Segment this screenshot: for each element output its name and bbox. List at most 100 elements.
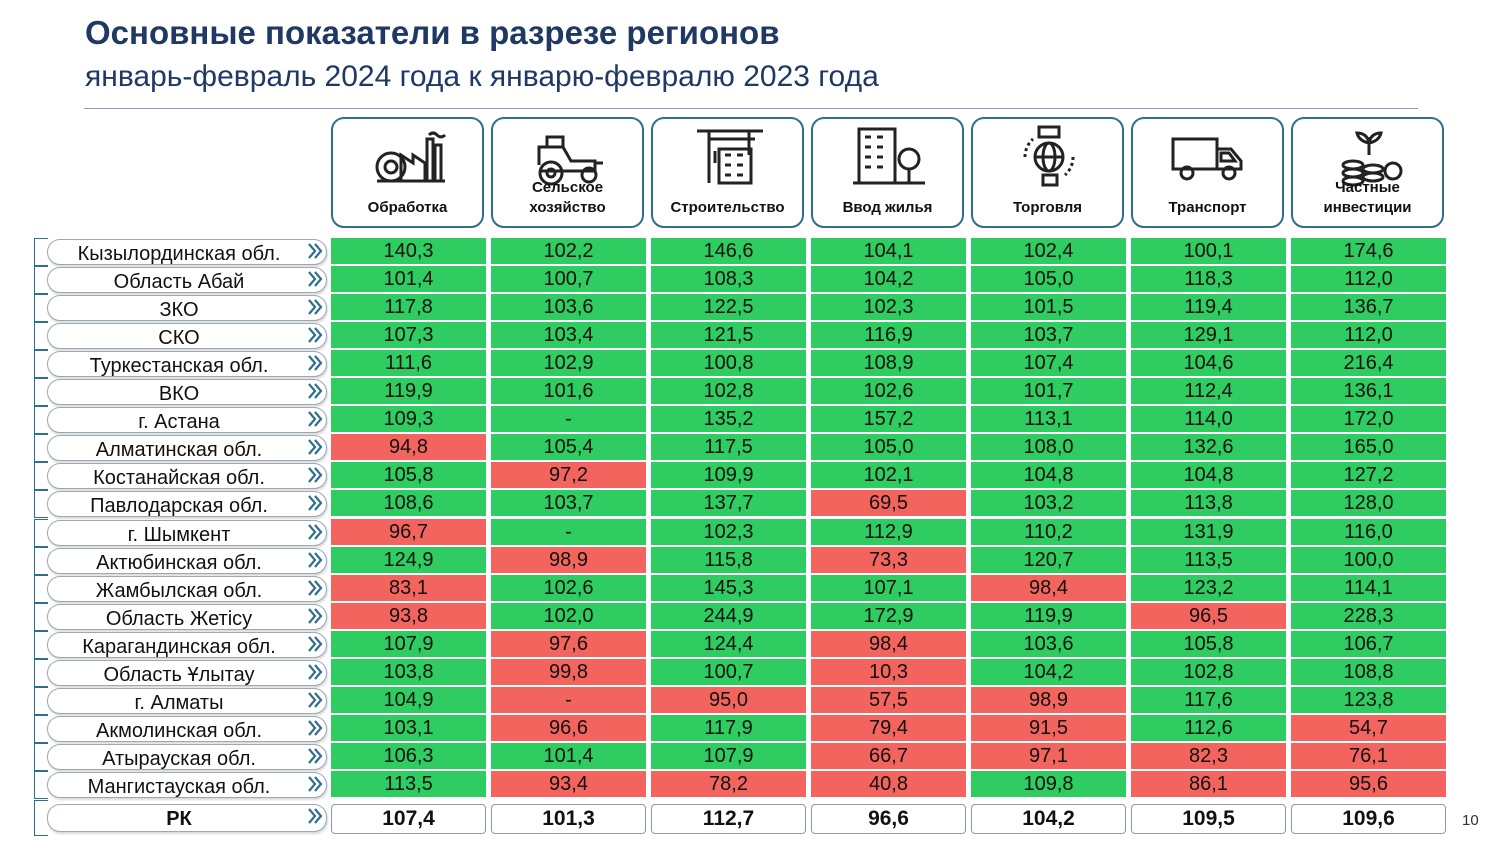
value-cell: 117,9 — [651, 715, 806, 741]
value-cell: 146,6 — [651, 238, 806, 264]
double-chevron-right-icon — [307, 494, 323, 512]
value-cell: 118,3 — [1131, 266, 1286, 292]
value-cell: 103,8 — [331, 659, 486, 685]
value-cell: 91,5 — [971, 715, 1126, 741]
total-value-cell: 107,4 — [331, 804, 486, 834]
row-bracket — [34, 266, 48, 294]
value-cell: - — [491, 406, 646, 432]
region-label: г. Шымкент — [47, 520, 327, 546]
value-cell: 104,1 — [811, 238, 966, 264]
value-cell: 101,4 — [491, 743, 646, 769]
value-cell: 113,8 — [1131, 490, 1286, 516]
region-name: г. Алматы — [134, 692, 224, 714]
value-cell: 98,4 — [811, 631, 966, 657]
value-cell: 98,9 — [491, 547, 646, 573]
region-label: Акмолинская обл. — [47, 716, 327, 742]
value-cell: 107,9 — [331, 631, 486, 657]
value-cell: 136,1 — [1291, 378, 1446, 404]
value-cell: 102,1 — [811, 462, 966, 488]
double-chevron-right-icon — [307, 438, 323, 456]
value-cell: 79,4 — [811, 715, 966, 741]
column-header-label: Строительство — [670, 199, 785, 216]
value-cell: 82,3 — [1131, 743, 1286, 769]
region-label: Кызылординская обл. — [47, 239, 327, 265]
value-cell: 107,1 — [811, 575, 966, 601]
value-cell: 123,8 — [1291, 687, 1446, 713]
region-name: Карагандинская обл. — [82, 636, 276, 658]
row-bracket — [34, 322, 48, 350]
value-cell: 113,5 — [1131, 547, 1286, 573]
region-name: ВКО — [158, 383, 200, 405]
column-header-label: Торговля — [1012, 199, 1083, 216]
value-cell: 100,7 — [491, 266, 646, 292]
row-bracket — [34, 462, 48, 490]
value-cell: 96,5 — [1131, 603, 1286, 629]
value-cell: 110,2 — [971, 519, 1126, 545]
row-bracket — [34, 238, 48, 266]
double-chevron-right-icon — [307, 719, 323, 737]
value-cell: 97,1 — [971, 743, 1126, 769]
value-cell: 104,6 — [1131, 350, 1286, 376]
value-cell: 69,5 — [811, 490, 966, 516]
value-cell: 95,0 — [651, 687, 806, 713]
value-cell: 174,6 — [1291, 238, 1446, 264]
value-cell: 107,9 — [651, 743, 806, 769]
double-chevron-right-icon — [307, 326, 323, 344]
value-cell: 107,3 — [331, 322, 486, 348]
region-label: Жамбылская обл. — [47, 576, 327, 602]
value-cell: 10,3 — [811, 659, 966, 685]
value-cell: 109,8 — [971, 771, 1126, 797]
column-header-0: Обработка — [331, 117, 484, 228]
value-cell: 86,1 — [1131, 771, 1286, 797]
value-cell: 112,0 — [1291, 266, 1446, 292]
value-cell: 97,6 — [491, 631, 646, 657]
value-cell: 140,3 — [331, 238, 486, 264]
region-name: Жамбылская обл. — [95, 580, 263, 602]
region-name: Мангистауская обл. — [87, 776, 271, 798]
value-cell: 103,4 — [491, 322, 646, 348]
value-cell: 40,8 — [811, 771, 966, 797]
row-bracket — [34, 743, 48, 771]
total-value-cell: 109,5 — [1131, 804, 1286, 834]
value-cell: 128,0 — [1291, 490, 1446, 516]
region-name: Акмолинская обл. — [95, 720, 262, 742]
row-bracket — [34, 434, 48, 462]
globe-trade-icon — [1023, 125, 1075, 187]
region-label: Атырауская обл. — [47, 744, 327, 770]
double-chevron-right-icon — [307, 691, 323, 709]
value-cell: 228,3 — [1291, 603, 1446, 629]
value-cell: 98,9 — [971, 687, 1126, 713]
region-label: г. Астана — [47, 407, 327, 433]
value-cell: 136,7 — [1291, 294, 1446, 320]
value-cell: 95,6 — [1291, 771, 1446, 797]
region-label: г. Алматы — [47, 688, 327, 714]
row-bracket — [34, 519, 48, 547]
column-header-6: Частные инвестиции — [1291, 117, 1444, 228]
value-cell: 103,7 — [971, 322, 1126, 348]
double-chevron-right-icon — [307, 807, 323, 825]
value-cell: 97,2 — [491, 462, 646, 488]
total-value-cell: 109,6 — [1291, 804, 1446, 834]
value-cell: 135,2 — [651, 406, 806, 432]
value-cell: 132,6 — [1131, 434, 1286, 460]
value-cell: 102,6 — [811, 378, 966, 404]
value-cell: 216,4 — [1291, 350, 1446, 376]
page-number: 10 — [1462, 812, 1479, 829]
value-cell: 94,8 — [331, 434, 486, 460]
double-chevron-right-icon — [307, 298, 323, 316]
value-cell: 119,9 — [971, 603, 1126, 629]
region-name: Туркестанская обл. — [89, 355, 269, 377]
value-cell: 104,2 — [811, 266, 966, 292]
value-cell: 108,8 — [1291, 659, 1446, 685]
value-cell: 122,5 — [651, 294, 806, 320]
value-cell: 76,1 — [1291, 743, 1446, 769]
column-header-1: Сельское хозяйство — [491, 117, 644, 228]
value-cell: 109,9 — [651, 462, 806, 488]
value-cell: 101,7 — [971, 378, 1126, 404]
total-value-cell: 112,7 — [651, 804, 806, 834]
region-label: Алматинская обл. — [47, 435, 327, 461]
column-header-label: Транспорт — [1168, 199, 1247, 216]
region-label: Актюбинская обл. — [47, 548, 327, 574]
column-header-3: Ввод жилья — [811, 117, 964, 228]
double-chevron-right-icon — [307, 354, 323, 372]
